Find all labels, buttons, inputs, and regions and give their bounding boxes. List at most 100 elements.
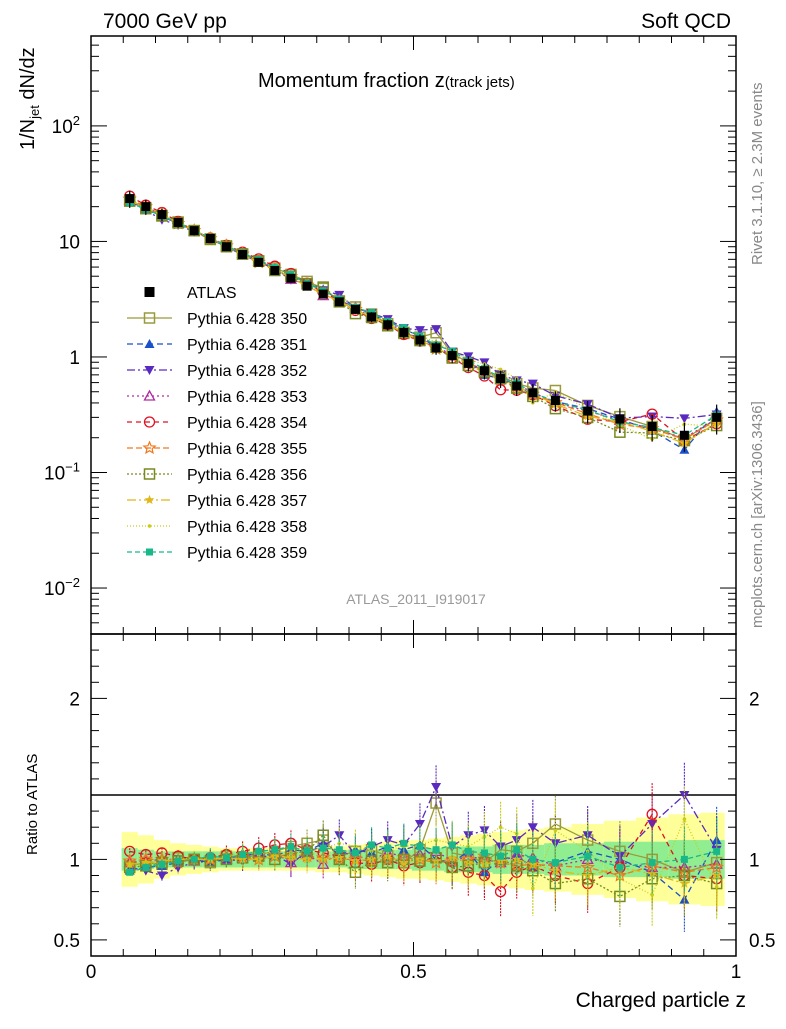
ratio-point-9 — [190, 855, 198, 863]
ratio-point-9 — [335, 846, 343, 854]
header-left: 7000 GeV pp — [103, 10, 227, 33]
ratio-point-9 — [174, 857, 182, 865]
y-tick-label-ratio-right: 2 — [749, 689, 760, 710]
ratio-point-9 — [713, 847, 721, 855]
y-axis-label-ratio: Ratio to ATLAS — [24, 754, 41, 855]
data-point — [712, 412, 722, 422]
ratio-point-8 — [482, 835, 487, 839]
data-point — [367, 312, 377, 322]
plot-title: Momentum fraction z(track jets) — [258, 70, 515, 92]
data-point — [512, 381, 522, 391]
y-axis-label-part1: 1/N — [17, 119, 39, 150]
series-point-6 — [236, 248, 249, 260]
ratio-point-9 — [368, 841, 376, 849]
ratio-point-2 — [527, 823, 538, 833]
header-right: Soft QCD — [641, 10, 731, 33]
ratio-point-9 — [319, 844, 327, 852]
y-tick-label-main: 10−2 — [44, 575, 80, 600]
ratio-point-8 — [618, 876, 622, 881]
y-tick-label-ratio-right: 0.5 — [749, 931, 775, 952]
ratio-point-8 — [127, 864, 132, 868]
plot-title-sub: (track jets) — [445, 74, 515, 91]
y-axis-label-part2: dN/dz — [17, 47, 39, 105]
ratio-point-8 — [553, 828, 558, 833]
y-tick-label-exp: −1 — [65, 459, 80, 474]
ratio-point-9 — [448, 841, 456, 849]
series-line-2 — [129, 200, 717, 420]
legend-label-3: Pythia 6.428 353 — [187, 389, 307, 406]
y-tick-label-base: 10 — [44, 579, 65, 600]
legend-marker-atlas — [144, 287, 155, 297]
ratio-point-2 — [431, 782, 442, 792]
ratio-point-9 — [680, 855, 688, 863]
ratio-point-9 — [616, 863, 624, 871]
ratio-point-9 — [529, 855, 537, 863]
ratio-point-8 — [650, 893, 654, 897]
legend: ATLAS Pythia 6.428 350 Pythia 6.428 351 Pyt… — [127, 285, 307, 562]
data-point — [431, 343, 441, 353]
ratio-point-9 — [480, 849, 488, 857]
legend-marker-1 — [144, 339, 155, 348]
ratio-point-9 — [287, 843, 295, 851]
series-point-2 — [431, 325, 442, 335]
ratio-point-9 — [400, 839, 408, 847]
data-point — [286, 273, 296, 283]
ratio-point-9 — [158, 860, 166, 868]
legend-marker-4 — [143, 416, 156, 428]
y-tick-label-ratio: 1 — [69, 850, 80, 871]
data-point — [647, 422, 657, 432]
data-point — [447, 350, 457, 360]
ratio-point-9 — [513, 846, 521, 854]
plot-title-main: Momentum fraction z — [258, 70, 445, 92]
legend-marker-8 — [147, 524, 152, 528]
legend-label-9: Pythia 6.428 359 — [187, 545, 307, 562]
y-tick-label-main: 102 — [52, 113, 80, 138]
data-point — [399, 327, 409, 337]
analysis-id: ATLAS_2011_I919017 — [346, 591, 486, 607]
ratio-point-8 — [531, 886, 535, 891]
data-point — [254, 257, 264, 267]
legend-label-8: Pythia 6.428 358 — [187, 519, 307, 536]
data-point — [157, 210, 167, 220]
data-point — [173, 217, 183, 227]
legend-label-2: Pythia 6.428 352 — [187, 363, 307, 380]
ratio-point-9 — [384, 844, 392, 852]
ratio-point-9 — [648, 859, 656, 867]
data-point — [550, 395, 560, 405]
series-ratio-group — [122, 762, 724, 932]
data-point — [350, 304, 360, 314]
y-tick-label-exp: 2 — [73, 113, 80, 128]
y-tick-label-main: 10−1 — [44, 459, 80, 484]
legend-label-1: Pythia 6.428 351 — [187, 337, 307, 354]
legend-marker-2 — [144, 366, 155, 375]
ratio-point-9 — [351, 849, 359, 857]
ratio-point-9 — [416, 843, 424, 851]
ratio-point-9 — [497, 852, 505, 860]
legend-label-0: Pythia 6.428 350 — [187, 311, 307, 328]
y-tick-label-main: 1 — [69, 348, 80, 369]
data-point — [528, 388, 538, 398]
data-points-group — [125, 190, 722, 452]
legend-label-4: Pythia 6.428 354 — [187, 415, 307, 432]
ratio-point-9 — [464, 847, 472, 855]
data-point — [221, 242, 231, 252]
side-label-top: Rivet 3.1.10, ≥ 2.3M events — [749, 83, 766, 266]
legend-marker-5 — [142, 440, 157, 455]
y-tick-label-main: 10 — [59, 232, 80, 253]
data-point — [463, 358, 473, 368]
x-tick-label: 0.5 — [400, 962, 426, 983]
data-point — [615, 414, 625, 424]
data-point — [415, 335, 425, 345]
y-tick-label-base: 10 — [59, 232, 80, 253]
y-tick-label-base: 1 — [69, 348, 80, 369]
ratio-point-9 — [222, 854, 230, 862]
ratio-point-9 — [239, 851, 247, 859]
legend-label-5: Pythia 6.428 355 — [187, 441, 307, 458]
ratio-point-9 — [303, 847, 311, 855]
y-axis-label-main: 1/Njet dN/dz — [17, 47, 42, 150]
ratio-point-8 — [682, 817, 687, 821]
y-tick-label-ratio: 2 — [69, 689, 80, 710]
legend-label-7: Pythia 6.428 357 — [187, 493, 307, 510]
